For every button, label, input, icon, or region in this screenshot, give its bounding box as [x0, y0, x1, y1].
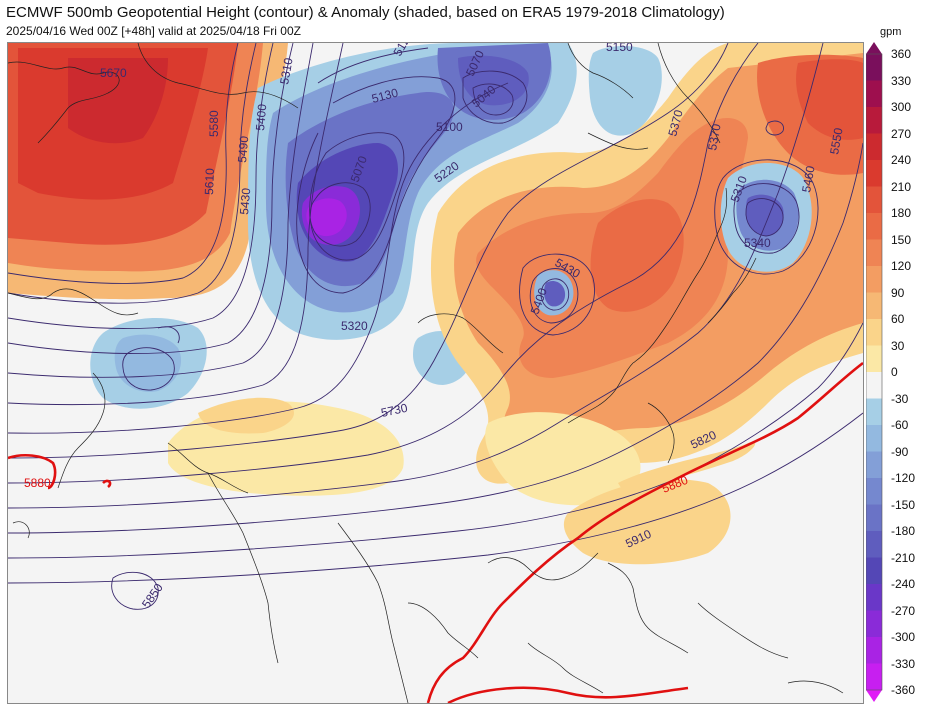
contour-label: 5100	[436, 120, 463, 134]
map-panel: 5670 5580 5490 5400 5310 5610 5430 5130 …	[7, 42, 864, 704]
colorbar	[865, 42, 926, 702]
colorbar-tick-label: 30	[891, 338, 905, 353]
colorbar-svg	[865, 42, 883, 702]
coastlines	[8, 43, 844, 703]
colorbar-swatch	[866, 80, 882, 108]
colorbar-swatch	[866, 557, 882, 585]
colorbar-swatch	[866, 107, 882, 134]
colorbar-unit: gpm	[880, 26, 902, 38]
colorbar-tick-label: 300	[891, 100, 912, 114]
colorbar-swatch	[866, 292, 882, 320]
cold-anomaly-pacific-low	[720, 163, 812, 272]
colorbar-tick-label: 330	[891, 73, 912, 88]
contour-label: 5310	[277, 56, 295, 85]
colorbar-swatch	[866, 398, 882, 426]
colorbar-tick-label: -90	[891, 444, 909, 459]
colorbar-swatch	[866, 54, 882, 81]
colorbar-extend-top	[866, 42, 882, 54]
colorbar-tick-label: 150	[891, 232, 912, 247]
contour-label: 5460	[799, 164, 817, 193]
colorbar-swatch	[866, 319, 882, 346]
contour-label: 5320	[341, 319, 368, 333]
contour-label: 5130	[370, 85, 400, 106]
colorbar-tick-label: 360	[891, 47, 912, 61]
contour-label: 5370	[705, 122, 723, 151]
colorbar-swatch	[866, 133, 882, 161]
cold-anomaly-caspian	[90, 317, 207, 409]
warm-anomaly-east-asia	[430, 43, 863, 484]
contour-label: 5670	[100, 66, 127, 80]
colorbar-swatch	[866, 663, 882, 691]
colorbar-tick-label: -270	[891, 603, 916, 618]
colorbar-extend-bottom	[866, 690, 882, 702]
contour-label: 5550	[827, 126, 845, 155]
colorbar-tick-label: -30	[891, 391, 909, 406]
contour-label: 5400	[253, 103, 269, 131]
colorbar-frame	[865, 53, 883, 691]
colorbar-tick-label: 270	[891, 126, 912, 141]
map-canvas: 5670 5580 5490 5400 5310 5610 5430 5130 …	[8, 43, 863, 703]
colorbar-tick-label: 240	[891, 153, 912, 167]
colorbar-swatch	[866, 186, 882, 214]
colorbar-tick-label: -210	[891, 550, 916, 565]
colorbar-swatch	[866, 504, 882, 532]
colorbar-swatch	[866, 239, 882, 267]
colorbar-swatch	[866, 478, 882, 505]
colorbar-swatch	[866, 637, 882, 664]
colorbar-tick-label: -360	[891, 683, 916, 697]
contour-5880	[8, 361, 863, 703]
colorbar-tick-label: 120	[891, 259, 912, 273]
colorbar-swatch	[866, 451, 882, 479]
colorbar-tick-label: 0	[891, 365, 898, 379]
contour-label: 5430	[237, 187, 253, 215]
contour-label: 5490	[235, 135, 251, 163]
colorbar-tick-label: -150	[891, 497, 916, 512]
contour-label: 5880	[24, 476, 51, 490]
colorbar-swatch	[866, 160, 882, 187]
contour-label: 5730	[380, 401, 409, 420]
colorbar-tick-label: 210	[891, 179, 912, 194]
contour-label: 5340	[744, 236, 771, 250]
colorbar-tick-label: -180	[891, 524, 916, 538]
colorbar-tick-label: -330	[891, 656, 916, 671]
contour-label: 5610	[202, 168, 217, 195]
colorbar-tick-label: -60	[891, 418, 909, 432]
colorbar-tick-label: -300	[891, 630, 916, 644]
colorbar-tick-label: 60	[891, 312, 905, 326]
colorbar-swatch	[866, 610, 882, 638]
colorbar-swatch	[866, 372, 882, 399]
colorbar-swatch	[866, 531, 882, 558]
contour-label: 5150	[606, 43, 633, 54]
colorbar-tick-label: 90	[891, 285, 905, 300]
map-subtitle: 2025/04/16 Wed 00Z [+48h] valid at 2025/…	[6, 24, 301, 38]
colorbar-tick-label: -120	[891, 471, 916, 485]
colorbar-swatch	[866, 425, 882, 452]
colorbar-swatch	[866, 213, 882, 240]
colorbar-swatch	[866, 345, 882, 373]
contour-label: 5580	[207, 110, 221, 137]
colorbar-tick-label: -240	[891, 577, 916, 591]
colorbar-tick-label: 180	[891, 206, 912, 220]
map-title: ECMWF 500mb Geopotential Height (contour…	[6, 4, 725, 21]
colorbar-swatch	[866, 266, 882, 293]
height-contours	[8, 43, 863, 610]
contour-label: 5370	[665, 108, 686, 138]
colorbar-swatch	[866, 584, 882, 611]
